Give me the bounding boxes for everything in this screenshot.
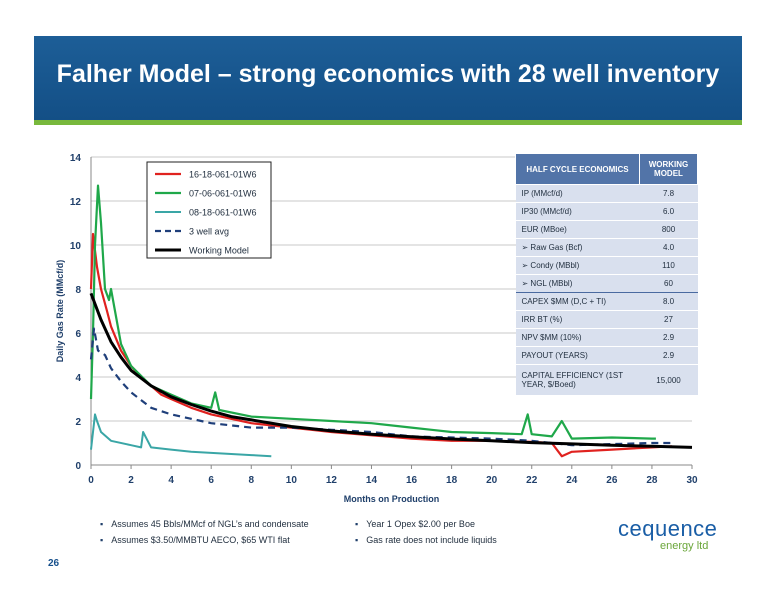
x-tick-label: 26 xyxy=(606,475,618,486)
table-row: EUR (MBoe) 800 xyxy=(515,220,698,239)
x-tick-label: 22 xyxy=(526,475,538,486)
x-tick-label: 12 xyxy=(326,475,338,486)
title-underline xyxy=(34,120,742,125)
y-tick-label: 10 xyxy=(70,241,82,252)
note-item: Assumes $3.50/MMBTU AECO, $65 WTI flat xyxy=(100,532,309,548)
table-row: ➢ Condy (MBbl) 110 xyxy=(515,256,698,275)
company-logo: cequence energy ltd xyxy=(618,516,718,552)
title-banner xyxy=(34,36,742,120)
y-axis-label: Daily Gas Rate (MMcf/d) xyxy=(55,260,65,363)
x-tick-label: 4 xyxy=(168,475,174,486)
y-tick-label: 2 xyxy=(75,417,81,428)
logo-name: cequence xyxy=(618,516,718,541)
page-title: Falher Model – strong economics with 28 … xyxy=(56,60,720,88)
x-tick-label: 2 xyxy=(128,475,134,486)
x-tick-label: 18 xyxy=(446,475,458,486)
note-item: Year 1 Opex $2.00 per Boe xyxy=(355,516,497,532)
table-row: ➢ Raw Gas (Bcf) 4.0 xyxy=(515,238,698,257)
table-row: IP30 (MMcf/d) 6.0 xyxy=(515,202,698,221)
x-tick-label: 28 xyxy=(646,475,658,486)
legend-label: Working Model xyxy=(189,246,249,256)
legend-label: 07-06-061-01W6 xyxy=(189,189,257,199)
table-row: IRR BT (%) 27 xyxy=(515,310,698,329)
table-header-economics: HALF CYCLE ECONOMICS xyxy=(515,153,640,185)
x-axis-label: Months on Production xyxy=(344,494,439,504)
y-tick-label: 6 xyxy=(75,329,81,340)
legend-label: 3 well avg xyxy=(189,227,229,237)
note-item: Gas rate does not include liquids xyxy=(355,532,497,548)
x-tick-label: 14 xyxy=(366,475,378,486)
y-tick-label: 4 xyxy=(75,373,81,384)
y-tick-label: 0 xyxy=(75,461,81,472)
legend-label: 08-18-061-01W6 xyxy=(189,208,257,218)
x-tick-label: 0 xyxy=(88,475,94,486)
logo-subtitle: energy ltd xyxy=(660,540,709,552)
y-tick-label: 12 xyxy=(70,197,82,208)
x-tick-label: 20 xyxy=(486,475,498,486)
y-tick-label: 8 xyxy=(75,285,81,296)
notes-right: Year 1 Opex $2.00 per Boe Gas rate does … xyxy=(355,516,497,548)
table-row: NPV $MM (10%) 2.9 xyxy=(515,328,698,347)
x-tick-label: 8 xyxy=(248,475,254,486)
x-tick-label: 16 xyxy=(406,475,418,486)
x-tick-label: 10 xyxy=(286,475,298,486)
x-tick-label: 30 xyxy=(686,475,698,486)
note-item: Assumes 45 Bbls/MMcf of NGL’s and conden… xyxy=(100,516,308,532)
x-tick-label: 24 xyxy=(566,475,578,486)
legend-label: 16-18-061-01W6 xyxy=(189,170,257,180)
table-row: CAPITAL EFFICIENCY (1ST YEAR, $/Boed) 15,… xyxy=(515,364,698,396)
table-header-working-model: WORKING MODEL xyxy=(639,153,698,185)
notes-left: Assumes 45 Bbls/MMcf of NGL’s and conden… xyxy=(100,516,309,548)
table-row: ➢ NGL (MBbl) 60 xyxy=(515,274,698,293)
series-line-1 xyxy=(89,184,656,440)
x-tick-label: 6 xyxy=(208,475,214,486)
y-tick-label: 14 xyxy=(70,153,82,164)
series-line-4 xyxy=(89,292,693,449)
page-number: 26 xyxy=(48,558,60,569)
table-row: IP (MMcf/d) 7.8 xyxy=(515,184,698,203)
table-row: PAYOUT (YEARS) 2.9 xyxy=(515,346,698,365)
legend-box xyxy=(146,161,272,259)
economics-table: HALF CYCLE ECONOMICS WORKING MODEL IP (M… xyxy=(515,153,698,396)
table-row: CAPEX $MM (D,C + TI) 8.0 xyxy=(515,292,698,311)
series-line-2 xyxy=(90,413,272,458)
